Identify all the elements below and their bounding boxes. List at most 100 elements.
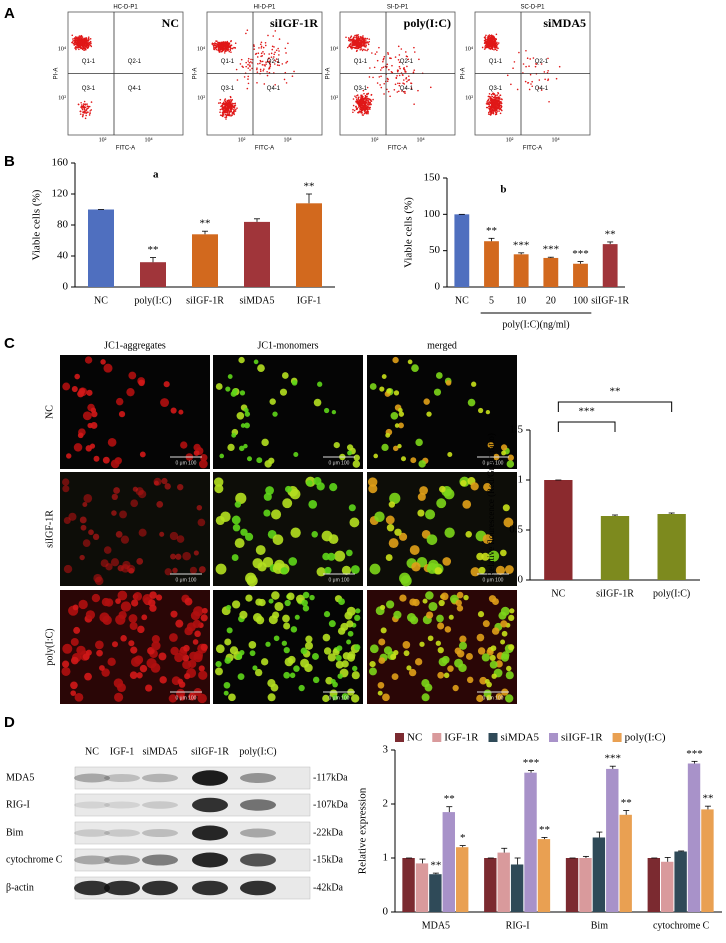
- protein-label: RIG-I: [6, 799, 30, 810]
- cell: [455, 599, 462, 607]
- event-dot: [496, 43, 499, 46]
- x-tick-label: IGF-1: [297, 295, 321, 306]
- x-tick-label: poly(I:C): [134, 295, 171, 306]
- cell: [131, 599, 139, 607]
- cell: [62, 643, 73, 654]
- event-dot: [491, 107, 494, 109]
- cell: [198, 670, 208, 680]
- event-dot: [84, 46, 87, 48]
- y-tick-label: 50: [429, 244, 441, 256]
- cell: [192, 639, 199, 645]
- band: [192, 880, 228, 896]
- event-dot: [499, 97, 501, 99]
- event-dot: [354, 46, 357, 49]
- micrograph: 0 μm 100: [367, 355, 517, 469]
- cell: [398, 407, 403, 413]
- event-dot: [79, 38, 82, 41]
- event-dot: [223, 52, 226, 54]
- event-dot: [221, 105, 224, 107]
- event-dot: [87, 107, 89, 109]
- event-dot: [82, 47, 84, 50]
- event-dot: [491, 92, 494, 95]
- cell: [118, 411, 126, 418]
- event-dot: [529, 73, 532, 76]
- cell: [374, 511, 385, 522]
- event-dot: [394, 56, 397, 58]
- cell: [369, 383, 377, 390]
- y-tick-label: 1: [383, 852, 389, 864]
- event-dot: [378, 46, 380, 49]
- event-dot: [367, 97, 369, 100]
- cell: [148, 599, 156, 607]
- band: [142, 854, 178, 866]
- event-dot: [85, 40, 87, 43]
- cell: [244, 407, 249, 413]
- event-dot: [72, 38, 74, 40]
- event-dot: [354, 105, 357, 108]
- event-dot: [247, 67, 250, 69]
- cell: [447, 665, 454, 672]
- cell: [437, 671, 445, 679]
- event-dot: [527, 82, 529, 84]
- event-dot: [232, 104, 234, 107]
- cell: [346, 639, 352, 645]
- event-dot: [351, 40, 353, 43]
- event-dot: [400, 48, 403, 50]
- cell: [243, 443, 248, 449]
- event-dot: [386, 88, 388, 91]
- cell: [156, 500, 164, 508]
- column-header: JC1-monomers: [257, 340, 318, 351]
- cell: [117, 590, 128, 601]
- event-dot: [88, 44, 90, 47]
- event-dot: [403, 68, 406, 71]
- cell: [257, 364, 265, 373]
- event-dot: [71, 34, 74, 37]
- event-dot: [547, 78, 550, 80]
- event-dot: [512, 67, 514, 69]
- cell: [92, 533, 100, 541]
- cell: [120, 635, 127, 642]
- event-dot: [366, 86, 369, 89]
- event-dot: [356, 46, 358, 48]
- event-dot: [228, 111, 231, 114]
- cell: [80, 524, 87, 531]
- plot-label: NC: [162, 16, 179, 30]
- event-dot: [363, 103, 365, 106]
- cell: [421, 679, 430, 688]
- cell: [412, 598, 420, 607]
- event-dot: [491, 39, 493, 42]
- band: [240, 799, 276, 811]
- event-dot: [272, 56, 275, 58]
- cell: [215, 660, 222, 668]
- cell: [79, 516, 87, 524]
- x-tick-label: 20: [546, 295, 556, 306]
- event-dot: [407, 58, 410, 61]
- event-dot: [406, 80, 408, 83]
- event-dot: [499, 98, 501, 101]
- size-label: -22kDa: [313, 827, 344, 838]
- cell: [506, 460, 515, 468]
- event-dot: [274, 51, 276, 54]
- cell: [87, 422, 93, 429]
- cell: [442, 557, 452, 566]
- event-dot: [362, 43, 364, 45]
- event-dot: [483, 39, 486, 42]
- cell: [306, 479, 313, 487]
- band: [192, 825, 228, 841]
- event-dot: [231, 114, 233, 117]
- event-dot: [357, 38, 360, 41]
- cell: [503, 517, 514, 528]
- panel-label: A: [4, 5, 15, 22]
- event-dot: [359, 48, 362, 51]
- event-dot: [75, 48, 77, 51]
- cell: [90, 407, 97, 413]
- event-dot: [388, 68, 390, 71]
- significance: **: [430, 860, 441, 872]
- event-dot: [418, 58, 420, 61]
- event-dot: [229, 48, 231, 51]
- cell: [378, 657, 386, 664]
- cell: [239, 650, 245, 656]
- cell: [425, 509, 436, 520]
- flow-plot: SI-D-P1 poly(I:C) Q1-1 Q2-1 Q3-1 Q4-1 FITC-A PI…: [326, 5, 456, 152]
- cell: [479, 676, 488, 685]
